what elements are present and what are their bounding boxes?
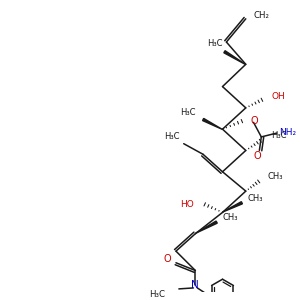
Polygon shape [224, 51, 246, 64]
Text: CH₃: CH₃ [223, 213, 238, 222]
Text: H₃C: H₃C [271, 131, 286, 140]
Text: OH: OH [272, 92, 286, 101]
Text: O: O [254, 151, 261, 161]
Text: O: O [164, 254, 171, 264]
Text: H₃C: H₃C [207, 40, 223, 49]
Polygon shape [195, 221, 217, 233]
Text: H₃C: H₃C [180, 108, 195, 117]
Text: HO: HO [180, 200, 194, 209]
Polygon shape [222, 202, 242, 212]
Text: H₃C: H₃C [149, 290, 165, 299]
Polygon shape [202, 118, 222, 129]
Text: CH₃: CH₃ [267, 172, 283, 181]
Text: O: O [250, 116, 258, 126]
Text: CH₂: CH₂ [254, 11, 269, 20]
Text: H₃C: H₃C [164, 132, 180, 141]
Text: N: N [191, 280, 199, 290]
Text: CH₃: CH₃ [248, 194, 263, 203]
Text: NH₂: NH₂ [279, 128, 296, 136]
